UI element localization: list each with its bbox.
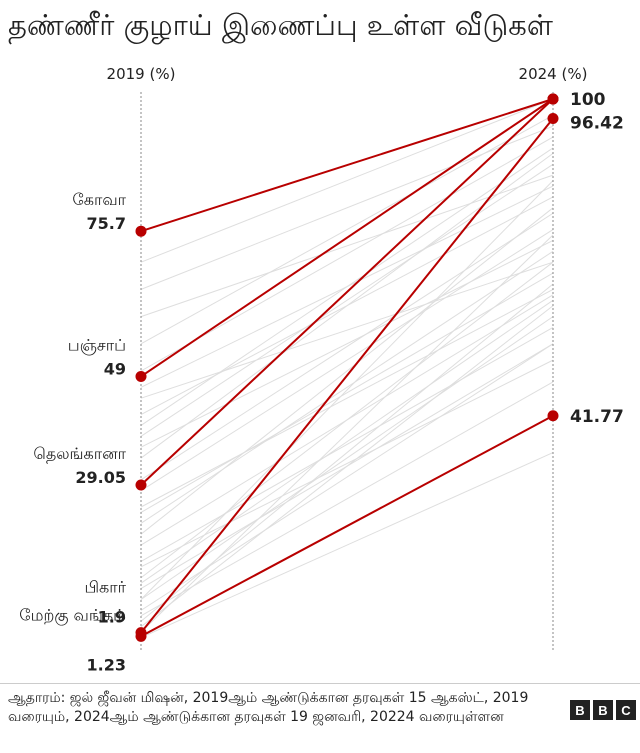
- background-series-line: [140, 207, 554, 535]
- end-point: [547, 410, 559, 422]
- logo-letter: B: [570, 700, 590, 720]
- start-value-label: 29.05: [75, 468, 126, 487]
- background-series-line: [140, 174, 554, 318]
- end-value-label: 96.42: [570, 113, 624, 133]
- background-series-line: [140, 283, 554, 622]
- background-series-line: [140, 272, 554, 513]
- series-name-label: தெலங்கானா: [33, 444, 126, 463]
- chart-title: தண்ணீர் குழாய் இணைப்பு உள்ள வீடுகள்: [8, 8, 553, 42]
- background-series-line: [140, 381, 554, 617]
- end-value-label: 41.77: [570, 407, 624, 427]
- background-series-line: [140, 327, 554, 562]
- start-point: [135, 370, 147, 382]
- highlight-labels: கோவா 75.7 பஞ்சாப் 49 தெலங்கானா 29.05 பிகார் 1.9…: [19, 90, 624, 674]
- background-series-line: [140, 229, 554, 492]
- background-series-line: [140, 196, 554, 415]
- bbc-logo: B B C: [570, 700, 636, 720]
- footer-divider: [0, 683, 640, 684]
- background-series-line: [140, 212, 554, 481]
- background-series-line: [140, 316, 554, 600]
- background-series-line: [140, 343, 554, 611]
- background-series-line: [140, 305, 554, 628]
- x-label-2024: 2024 (%): [519, 65, 588, 83]
- start-point: [135, 225, 147, 237]
- background-series-line: [140, 114, 554, 345]
- background-series-line: [140, 299, 554, 584]
- slope-chart: 2019 (%) 2024 (%) கோவா 75.7 பஞ்சாப் 49 தெலங்…: [19, 65, 624, 674]
- series-name-label: கோவா: [72, 190, 126, 209]
- background-series-line: [140, 250, 554, 524]
- background-lines: [140, 98, 554, 639]
- background-series-line: [140, 452, 554, 639]
- background-series-line: [140, 239, 554, 448]
- background-series-line: [140, 288, 554, 508]
- end-point: [547, 112, 559, 124]
- end-value-label: 100: [570, 90, 606, 110]
- highlight-series-line: [140, 98, 554, 486]
- background-series-line: [140, 234, 554, 633]
- series-name-label: மேற்கு வங்கம்: [19, 605, 126, 625]
- highlight-series-line: [140, 98, 554, 378]
- background-series-line: [140, 163, 554, 437]
- highlight-series-line: [140, 117, 554, 634]
- highlight-lines: [135, 93, 559, 642]
- background-series-line: [140, 180, 554, 600]
- logo-letter: B: [593, 700, 613, 720]
- start-value-label: 49: [104, 359, 126, 378]
- start-value-label: 1.23: [87, 655, 126, 674]
- background-series-line: [140, 294, 554, 546]
- background-series-line: [140, 147, 554, 426]
- background-series-line: [140, 359, 554, 568]
- background-series-line: [140, 136, 554, 372]
- start-value-label: 1.9: [98, 608, 126, 627]
- highlight-series-line: [140, 98, 554, 233]
- series-name-label: பிகார்: [84, 578, 126, 597]
- background-series-line: [140, 125, 554, 290]
- background-series-line: [140, 261, 554, 399]
- source-note: ஆதாரம்: ஜல் ஜீவன் மிஷன், 2019ஆம் ஆண்டுக்…: [8, 690, 529, 725]
- x-label-2019: 2019 (%): [107, 65, 176, 83]
- start-point: [135, 479, 147, 491]
- series-name-label: பஞ்சாப்: [68, 335, 126, 355]
- end-point: [547, 93, 559, 105]
- background-series-line: [140, 98, 554, 263]
- logo-letter: C: [616, 700, 636, 720]
- start-point: [135, 630, 147, 642]
- start-value-label: 75.7: [87, 214, 126, 233]
- highlight-series-line: [140, 414, 554, 638]
